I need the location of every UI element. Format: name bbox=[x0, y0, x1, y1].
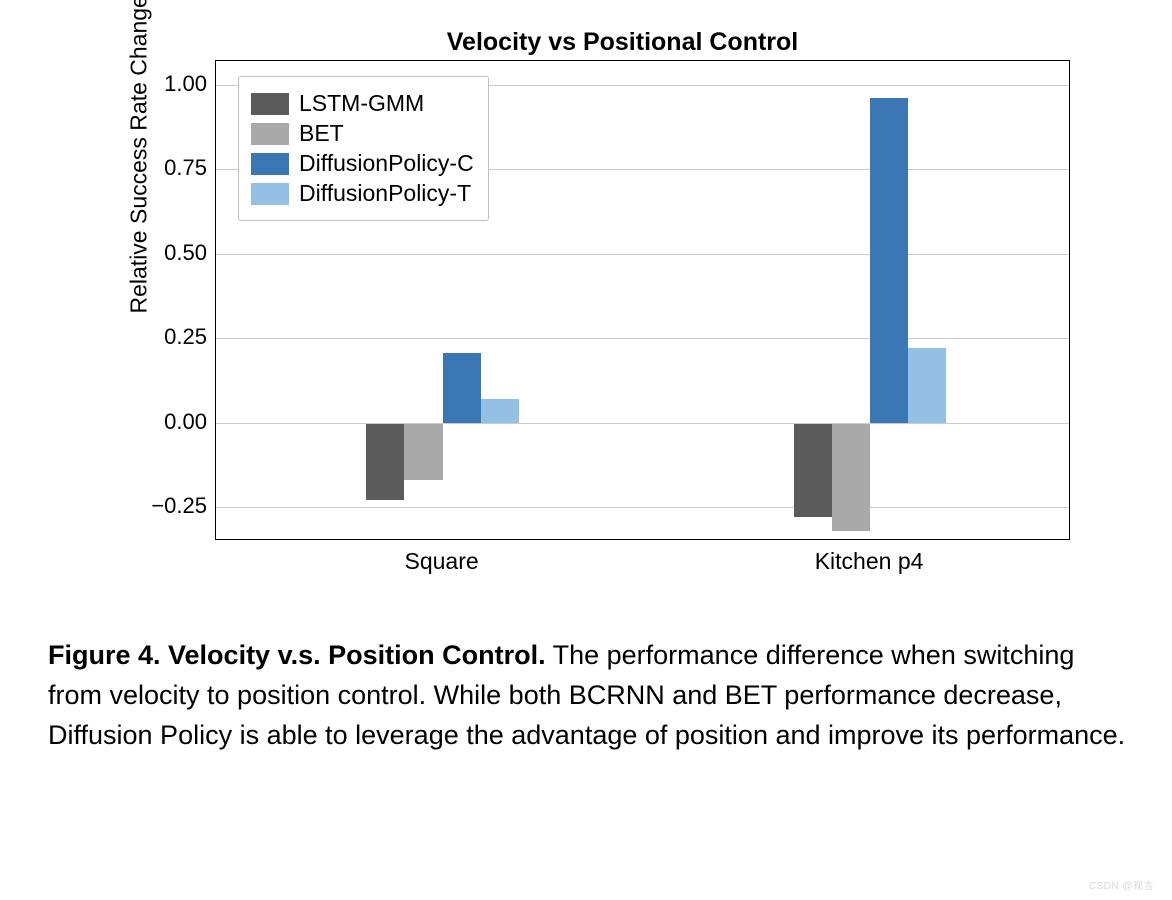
legend-label: BET bbox=[299, 120, 344, 147]
ytick-label: 0.50 bbox=[164, 240, 207, 266]
legend-item: DiffusionPolicy-T bbox=[251, 180, 474, 207]
ytick-label: 0.25 bbox=[164, 324, 207, 350]
legend-swatch bbox=[251, 153, 289, 175]
bar bbox=[832, 423, 870, 531]
chart-area: Velocity vs Positional Control LSTM-GMM B… bbox=[175, 30, 1070, 570]
zero-line bbox=[216, 423, 1069, 424]
ytick-label: 1.00 bbox=[164, 71, 207, 97]
caption-label: Figure 4. Velocity v.s. Position Control… bbox=[48, 640, 546, 670]
xtick-label: Kitchen p4 bbox=[815, 548, 924, 575]
bar bbox=[366, 423, 404, 501]
legend-swatch bbox=[251, 123, 289, 145]
legend: LSTM-GMM BET DiffusionPolicy-C DiffusionPol… bbox=[238, 76, 489, 221]
bar bbox=[443, 353, 481, 422]
ytick-label: 0.00 bbox=[164, 409, 207, 435]
legend-label: DiffusionPolicy-T bbox=[299, 180, 471, 207]
xtick-label: Square bbox=[404, 548, 478, 575]
legend-label: DiffusionPolicy-C bbox=[299, 150, 474, 177]
chart-title: Velocity vs Positional Control bbox=[447, 28, 798, 57]
gridline bbox=[216, 507, 1069, 508]
legend-item: LSTM-GMM bbox=[251, 90, 474, 117]
plot-region: LSTM-GMM BET DiffusionPolicy-C DiffusionPol… bbox=[215, 60, 1070, 540]
bar bbox=[908, 348, 946, 422]
legend-item: DiffusionPolicy-C bbox=[251, 150, 474, 177]
gridline bbox=[216, 338, 1069, 339]
ytick-label: 0.75 bbox=[164, 155, 207, 181]
legend-item: BET bbox=[251, 120, 474, 147]
figure-caption: Figure 4. Velocity v.s. Position Control… bbox=[48, 636, 1128, 756]
figure-container: Velocity vs Positional Control LSTM-GMM B… bbox=[0, 0, 1172, 900]
y-axis-label: Relative Success Rate Change bbox=[126, 0, 153, 314]
bar bbox=[794, 423, 832, 518]
legend-swatch bbox=[251, 93, 289, 115]
bar bbox=[404, 423, 442, 480]
gridline bbox=[216, 254, 1069, 255]
ytick-label: −0.25 bbox=[151, 493, 207, 519]
legend-swatch bbox=[251, 183, 289, 205]
bar bbox=[481, 399, 519, 423]
legend-label: LSTM-GMM bbox=[299, 90, 424, 117]
watermark: CSDN @视言 bbox=[1089, 877, 1154, 892]
bar bbox=[870, 98, 908, 423]
